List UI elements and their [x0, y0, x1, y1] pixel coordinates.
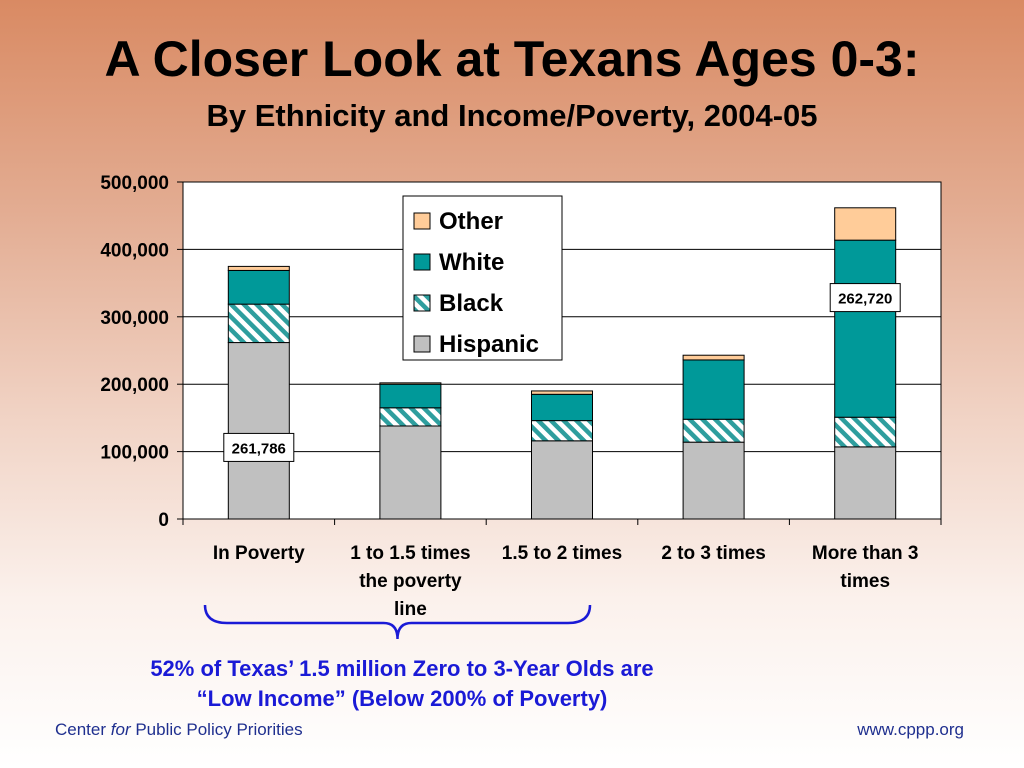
bar-segment-other: [682, 354, 745, 361]
legend-label-white: White: [439, 249, 504, 276]
bar-segment-other: [834, 207, 897, 241]
x-category-label: times: [840, 571, 890, 592]
x-category-label: 1.5 to 2 times: [502, 543, 622, 564]
legend-label-black: Black: [439, 290, 504, 317]
legend-label-hispanic: Hispanic: [439, 331, 539, 358]
y-tick-label: 300,000: [100, 308, 169, 329]
x-category-label: In Poverty: [213, 543, 305, 564]
slide-subtitle: By Ethnicity and Income/Poverty, 2004-05: [206, 98, 818, 133]
slide-title: A Closer Look at Texans Ages 0-3:: [104, 31, 920, 87]
bar-segment-black: [531, 420, 593, 442]
x-category-label: line: [394, 599, 427, 620]
y-tick-label: 400,000: [100, 240, 169, 261]
legend-box: [402, 195, 563, 361]
bar-segment-hispanic: [227, 342, 290, 520]
bar-segment-white: [227, 269, 290, 305]
chart-legend: Other White Black Hispanic: [402, 195, 563, 361]
y-tick-label: 200,000: [100, 375, 169, 396]
x-category-label: 2 to 3 times: [661, 543, 766, 564]
bar-segment-white: [682, 359, 745, 420]
legend-swatch-hispanic: [413, 335, 431, 353]
footer-org-italic: for: [110, 720, 131, 739]
y-tick-label: 500,000: [100, 173, 169, 194]
x-category-label: the poverty: [359, 571, 462, 592]
bar-segment-black: [834, 416, 897, 448]
footer-org-prefix: Center: [55, 720, 107, 739]
legend-swatch-black: [413, 294, 431, 312]
x-category-label: More than 3: [812, 543, 919, 564]
caption-line-2: “Low Income” (Below 200% of Poverty): [196, 686, 608, 711]
bar-segment-white: [379, 383, 442, 409]
bar-segment-other: [227, 265, 290, 271]
low-income-brace: [203, 604, 592, 640]
y-tick-label: 0: [158, 510, 169, 531]
data-label: 261,786: [232, 440, 286, 457]
bar-segment-hispanic: [379, 425, 442, 520]
data-label-box: [223, 432, 295, 462]
data-label-box: [829, 283, 901, 313]
bar-segment-hispanic: [834, 446, 897, 520]
footer-org-suffix: Public Policy Priorities: [135, 720, 303, 739]
bar-segment-black: [227, 303, 290, 344]
bar-segment-black: [379, 407, 442, 427]
legend-swatch-white: [413, 253, 431, 271]
legend-swatch-other: [413, 212, 431, 230]
x-category-label: 1 to 1.5 times: [350, 543, 470, 564]
bar-segment-white: [531, 393, 593, 422]
footer-organization: Center for Public Policy Priorities: [55, 720, 303, 740]
bar-segment-other: [531, 390, 593, 395]
bar-segment-other: [379, 382, 442, 385]
bar-segment-hispanic: [531, 440, 593, 520]
bar-segment-hispanic: [682, 441, 745, 520]
y-tick-label: 100,000: [100, 443, 169, 464]
footer-url[interactable]: www.cppp.org: [857, 720, 964, 739]
bar-segment-white: [834, 239, 897, 418]
data-label: 262,720: [838, 291, 892, 308]
bar-segment-black: [682, 418, 745, 443]
legend-label-other: Other: [439, 208, 503, 235]
caption-line-1: 52% of Texas’ 1.5 million Zero to 3-Year…: [150, 656, 654, 681]
